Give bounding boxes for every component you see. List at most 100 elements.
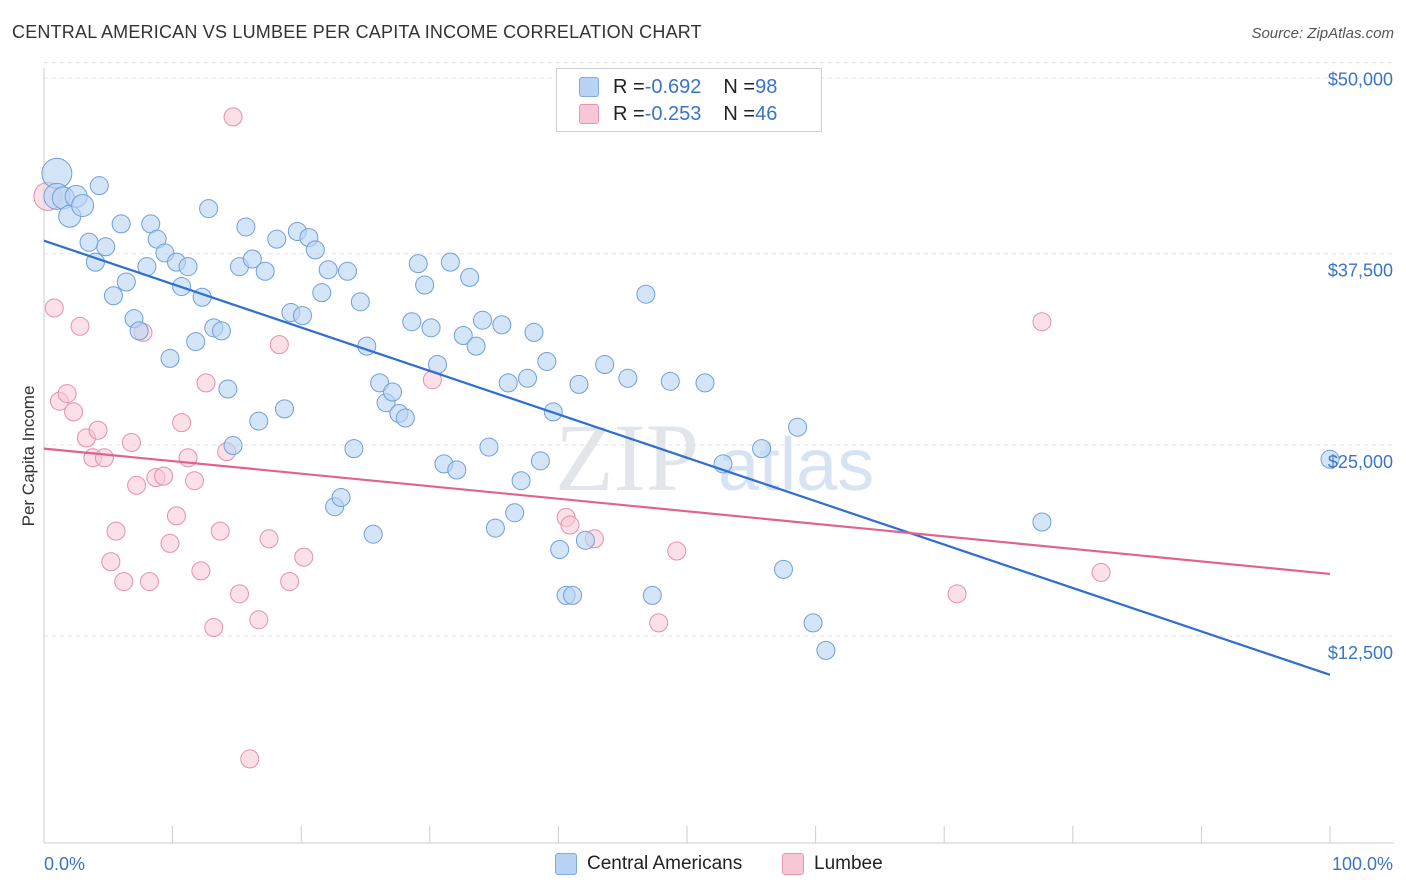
central-american-point <box>370 373 390 393</box>
legend-n-value: 98 <box>755 75 778 98</box>
trend-lines <box>43 239 1331 676</box>
lumbee-point <box>204 617 224 637</box>
lumbee-point <box>240 749 260 769</box>
central-american-point <box>453 325 473 345</box>
central-american-point <box>103 286 123 306</box>
central-american-point <box>505 503 525 523</box>
central-american-point <box>344 439 364 459</box>
central-american-point <box>236 217 256 237</box>
legend-r-label: R = <box>613 75 645 98</box>
central-american-point <box>383 382 403 402</box>
central-american-point <box>199 199 219 219</box>
lumbee-points <box>33 107 1111 769</box>
lumbee-point <box>223 107 243 127</box>
legend-n-label: N = <box>723 75 756 98</box>
central-american-point <box>788 417 808 437</box>
central-american-point <box>71 194 95 218</box>
legend-row-central-americans: R = -0.692 N = 98 <box>579 73 777 101</box>
lumbee-point <box>160 533 180 553</box>
central-american-point <box>466 336 486 356</box>
central-american-point <box>408 254 428 274</box>
central-american-point <box>485 518 505 538</box>
central-american-point <box>752 439 772 459</box>
lumbee-point <box>70 316 90 336</box>
correlation-legend: R = -0.692 N = 98 R = -0.253 N = 46 <box>556 68 822 132</box>
central-american-point <box>569 374 589 394</box>
central-american-point <box>511 471 531 491</box>
bottom-legend-swatch-blue <box>555 853 577 875</box>
bottom-legend-lumbee: Lumbee <box>782 852 883 876</box>
lumbee-point <box>106 521 126 541</box>
legend-swatch-pink <box>579 104 599 124</box>
bottom-legend-label: Lumbee <box>814 853 883 874</box>
central-american-point <box>402 312 422 332</box>
legend-r-value: -0.692 <box>644 75 702 98</box>
x-tick-label: 100.0% <box>1332 854 1393 874</box>
bottom-legend-label: Central Americans <box>587 853 743 874</box>
central-american-point <box>178 257 198 277</box>
central-american-point <box>642 585 662 605</box>
central-american-point <box>550 539 570 559</box>
y-tick-label: $50,000 <box>1328 70 1393 90</box>
central-american-point <box>773 559 793 579</box>
lumbee-point <box>947 584 967 604</box>
lumbee-point <box>139 572 159 592</box>
central-american-point <box>274 399 294 419</box>
lumbee-point <box>229 584 249 604</box>
lumbee-point <box>94 448 114 468</box>
central-american-point <box>421 318 441 338</box>
y-tick-label: $12,500 <box>1328 643 1393 663</box>
lumbee-point <box>1091 562 1111 582</box>
central-american-point <box>160 348 180 368</box>
y-tick-label: $25,000 <box>1328 452 1393 472</box>
lumbee-point <box>259 529 279 549</box>
x-tick-label: 0.0% <box>44 854 85 874</box>
lumbee-point <box>280 572 300 592</box>
central-american-point <box>415 275 435 295</box>
bottom-legend-central-americans: Central Americans <box>555 852 742 876</box>
central-american-point <box>447 460 467 480</box>
watermark: ZIP atlas <box>555 404 874 511</box>
y-tick-label: $37,500 <box>1328 261 1393 281</box>
y-axis-label: Per Capita Income <box>19 386 38 527</box>
central-american-point <box>312 283 332 303</box>
central-american-point <box>218 379 238 399</box>
central-american-point <box>129 321 149 341</box>
central-american-point <box>575 530 595 550</box>
central-american-point <box>223 436 243 456</box>
central-american-point <box>249 411 269 431</box>
lumbee-point <box>127 475 147 495</box>
lumbee-point <box>184 471 204 491</box>
central-american-point <box>660 371 680 391</box>
grid-lines <box>44 62 1394 637</box>
lumbee-point <box>114 572 134 592</box>
central-american-point <box>618 368 638 388</box>
axis-labels: $12,500 $25,000 $37,500 $50,000 0.0% 100.0% Pe… <box>19 70 1393 874</box>
central-american-point <box>636 284 656 304</box>
lumbee-point <box>57 384 77 404</box>
central-american-point <box>79 232 99 252</box>
source-label: Source: ZipAtlas.com <box>1251 25 1394 42</box>
lumbee-point <box>191 561 211 581</box>
central-american-point <box>363 524 383 544</box>
central-american-point <box>186 332 206 352</box>
central-american-point <box>331 488 351 508</box>
central-american-point <box>395 408 415 428</box>
lumbee-point <box>44 298 64 318</box>
lumbee-point <box>249 610 269 630</box>
central-american-point <box>498 373 518 393</box>
central-american-point <box>305 240 325 260</box>
lumbee-point <box>210 521 230 541</box>
central-american-trend-line <box>43 239 1331 676</box>
lumbee-point <box>154 466 174 486</box>
central-american-point <box>292 306 312 326</box>
central-american-point <box>211 321 231 341</box>
central-american-point <box>255 261 275 281</box>
central-american-point <box>440 252 460 272</box>
central-american-point <box>1320 449 1340 469</box>
central-american-point <box>695 373 715 393</box>
lumbee-point <box>667 541 687 561</box>
central-american-point <box>537 351 557 371</box>
central-american-point <box>563 585 583 605</box>
